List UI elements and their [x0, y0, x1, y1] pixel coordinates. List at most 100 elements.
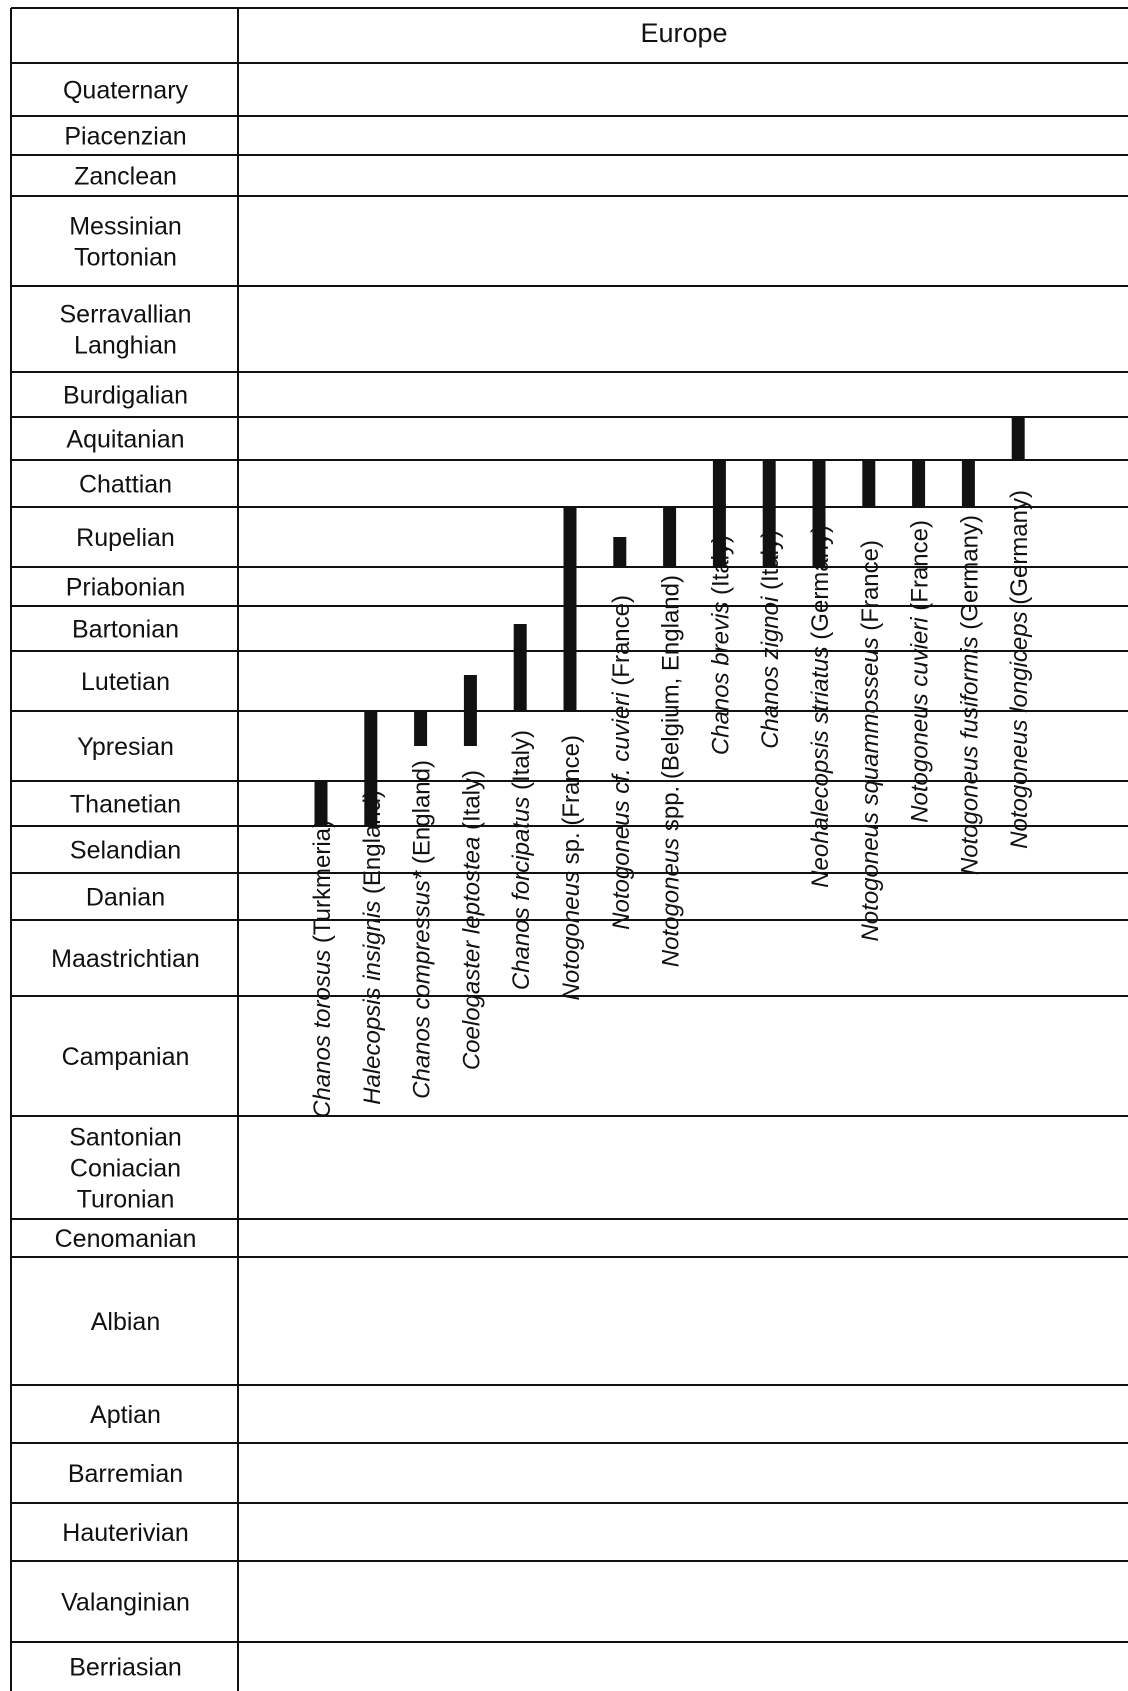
stage-name: Quaternary	[63, 77, 189, 105]
taxon-labels: Chanos torosus (Turkmeria) Halecopsis ins…	[309, 490, 1033, 1118]
taxon-label: Chanos brevis (Italy)	[707, 535, 734, 755]
stage-label: Campanian	[62, 1043, 190, 1071]
taxon-label: Neohalecopsis striatus (Germany)	[807, 525, 834, 888]
stage-name: Selandian	[70, 837, 181, 865]
taxon-genus: Chanos torosus	[309, 950, 336, 1118]
stage-label: Ypresian	[77, 733, 174, 761]
taxon-locality: (Germany)	[807, 525, 834, 646]
taxon-label: Notogoneus longiceps (Germany)	[1006, 490, 1033, 849]
stage-name: Danian	[86, 884, 165, 912]
taxon-genus: Neohalecopsis striatus	[807, 646, 834, 887]
stage-name: Coniacian	[70, 1155, 181, 1183]
stage-name: Zanclean	[74, 163, 177, 191]
stage-labels: Quaternary Piacenzian Zanclean Messinian Tor…	[51, 77, 200, 1682]
taxon-genus: Notogoneus cf. cuvieri	[608, 692, 635, 930]
taxon-genus: Chanos compressus*	[409, 870, 436, 1099]
stage-label: Maastrichtian	[51, 945, 200, 973]
taxon-genus: Notogoneus	[658, 838, 685, 967]
taxon-locality: (Italy)	[508, 730, 535, 797]
taxon-locality: (Germany)	[1006, 490, 1033, 611]
taxon-locality: (France)	[857, 540, 884, 637]
taxon-label: Chanos forcipatus (Italy)	[508, 730, 535, 990]
taxon-genus: Notogoneus	[558, 871, 585, 1000]
stage-name: Barremian	[68, 1460, 183, 1488]
stage-label: Aquitanian	[66, 426, 184, 454]
taxon-label: Notogoneus cf. cuvieri (France)	[608, 595, 635, 930]
range-bar	[663, 507, 677, 567]
taxon-locality: (France)	[608, 595, 635, 692]
taxon-label: Chanos zignoi (Italy)	[757, 530, 784, 749]
range-bar	[513, 624, 527, 711]
taxon-label: Notogoneus spp. (Belgium, England)	[658, 575, 685, 967]
stage-label: Messinian Tortonian	[69, 213, 182, 272]
taxon-locality: (Turkmeria)	[309, 820, 336, 950]
range-bar	[961, 460, 975, 507]
stage-name: Bartonian	[72, 616, 179, 644]
range-bars	[314, 417, 1025, 826]
range-bar	[314, 781, 328, 826]
taxon-locality: (France)	[907, 520, 934, 617]
taxon-label: Halecopsis insignis (England)	[359, 790, 386, 1105]
stage-label: Berriasian	[69, 1654, 182, 1682]
taxon-locality: (England)	[359, 790, 386, 901]
range-bar	[862, 460, 876, 507]
range-bar	[364, 711, 378, 826]
stage-name: Burdigalian	[63, 382, 188, 410]
stage-label: Barremian	[68, 1460, 183, 1488]
taxon-locality: spp. (Belgium, England)	[658, 575, 685, 838]
taxon-genus: Coelogaster leptostea	[458, 837, 485, 1070]
stage-label: Cenomanian	[55, 1225, 197, 1253]
stage-name: Campanian	[62, 1043, 190, 1071]
stage-label: Burdigalian	[63, 382, 188, 410]
stage-label: Piacenzian	[64, 123, 186, 151]
stage-name: Turonian	[77, 1186, 175, 1214]
taxon-genus: Chanos zignoi	[757, 596, 784, 749]
stage-name: Priabonian	[66, 574, 186, 602]
stage-name: Hauterivian	[62, 1519, 188, 1547]
taxon-locality: (Italy)	[707, 535, 734, 602]
range-bar	[414, 711, 428, 746]
stage-name: Ypresian	[77, 733, 174, 761]
stage-label: Selandian	[70, 837, 181, 865]
range-bar	[762, 460, 776, 567]
stage-name: Serravallian	[59, 301, 191, 329]
taxon-label: Notogoneus sp. (France)	[558, 735, 585, 1000]
taxon-label: Coelogaster leptostea (Italy)	[458, 770, 485, 1070]
range-bar	[613, 537, 627, 567]
taxon-label: Chanos torosus (Turkmeria)	[309, 820, 336, 1118]
stage-label: Priabonian	[66, 574, 186, 602]
stage-name: Santonian	[69, 1124, 182, 1152]
taxon-genus: Chanos forcipatus	[508, 797, 535, 990]
range-bar	[563, 507, 577, 711]
taxon-genus: Chanos brevis	[707, 602, 734, 755]
stage-name: Lutetian	[81, 668, 170, 696]
stage-name: Langhian	[74, 332, 177, 360]
stage-name: Aptian	[90, 1401, 161, 1429]
stage-name: Valanginian	[61, 1589, 190, 1617]
taxon-label: Notogoneus cuvieri (France)	[907, 520, 934, 823]
stage-label: Zanclean	[74, 163, 177, 191]
taxon-genus: Notogoneus fusiformis	[956, 636, 983, 875]
stage-label: Santonian Coniacian Turonian	[69, 1124, 182, 1214]
stage-name: Chattian	[79, 471, 172, 499]
taxon-locality: (Italy)	[757, 530, 784, 597]
stage-name: Cenomanian	[55, 1225, 197, 1253]
stage-name: Tortonian	[74, 244, 177, 272]
stage-label: Bartonian	[72, 616, 179, 644]
range-bar	[463, 675, 477, 746]
stage-label: Rupelian	[76, 524, 175, 552]
taxon-genus: Notogoneus longiceps	[1006, 611, 1033, 849]
taxon-locality: sp. (France)	[558, 735, 585, 871]
taxon-locality: (Italy)	[458, 770, 485, 837]
stage-label: Aptian	[90, 1401, 161, 1429]
stage-name: Berriasian	[69, 1654, 182, 1682]
taxon-locality: (England)	[409, 760, 436, 871]
range-bar	[1011, 417, 1025, 460]
taxon-locality: (Germany)	[956, 515, 983, 636]
stage-label: Serravallian Langhian	[59, 301, 191, 360]
taxon-label: Notogoneus squammosseus (France)	[857, 540, 884, 942]
stage-label: Valanginian	[61, 1589, 190, 1617]
region-header: Europe	[640, 18, 727, 48]
range-bar	[712, 460, 726, 567]
